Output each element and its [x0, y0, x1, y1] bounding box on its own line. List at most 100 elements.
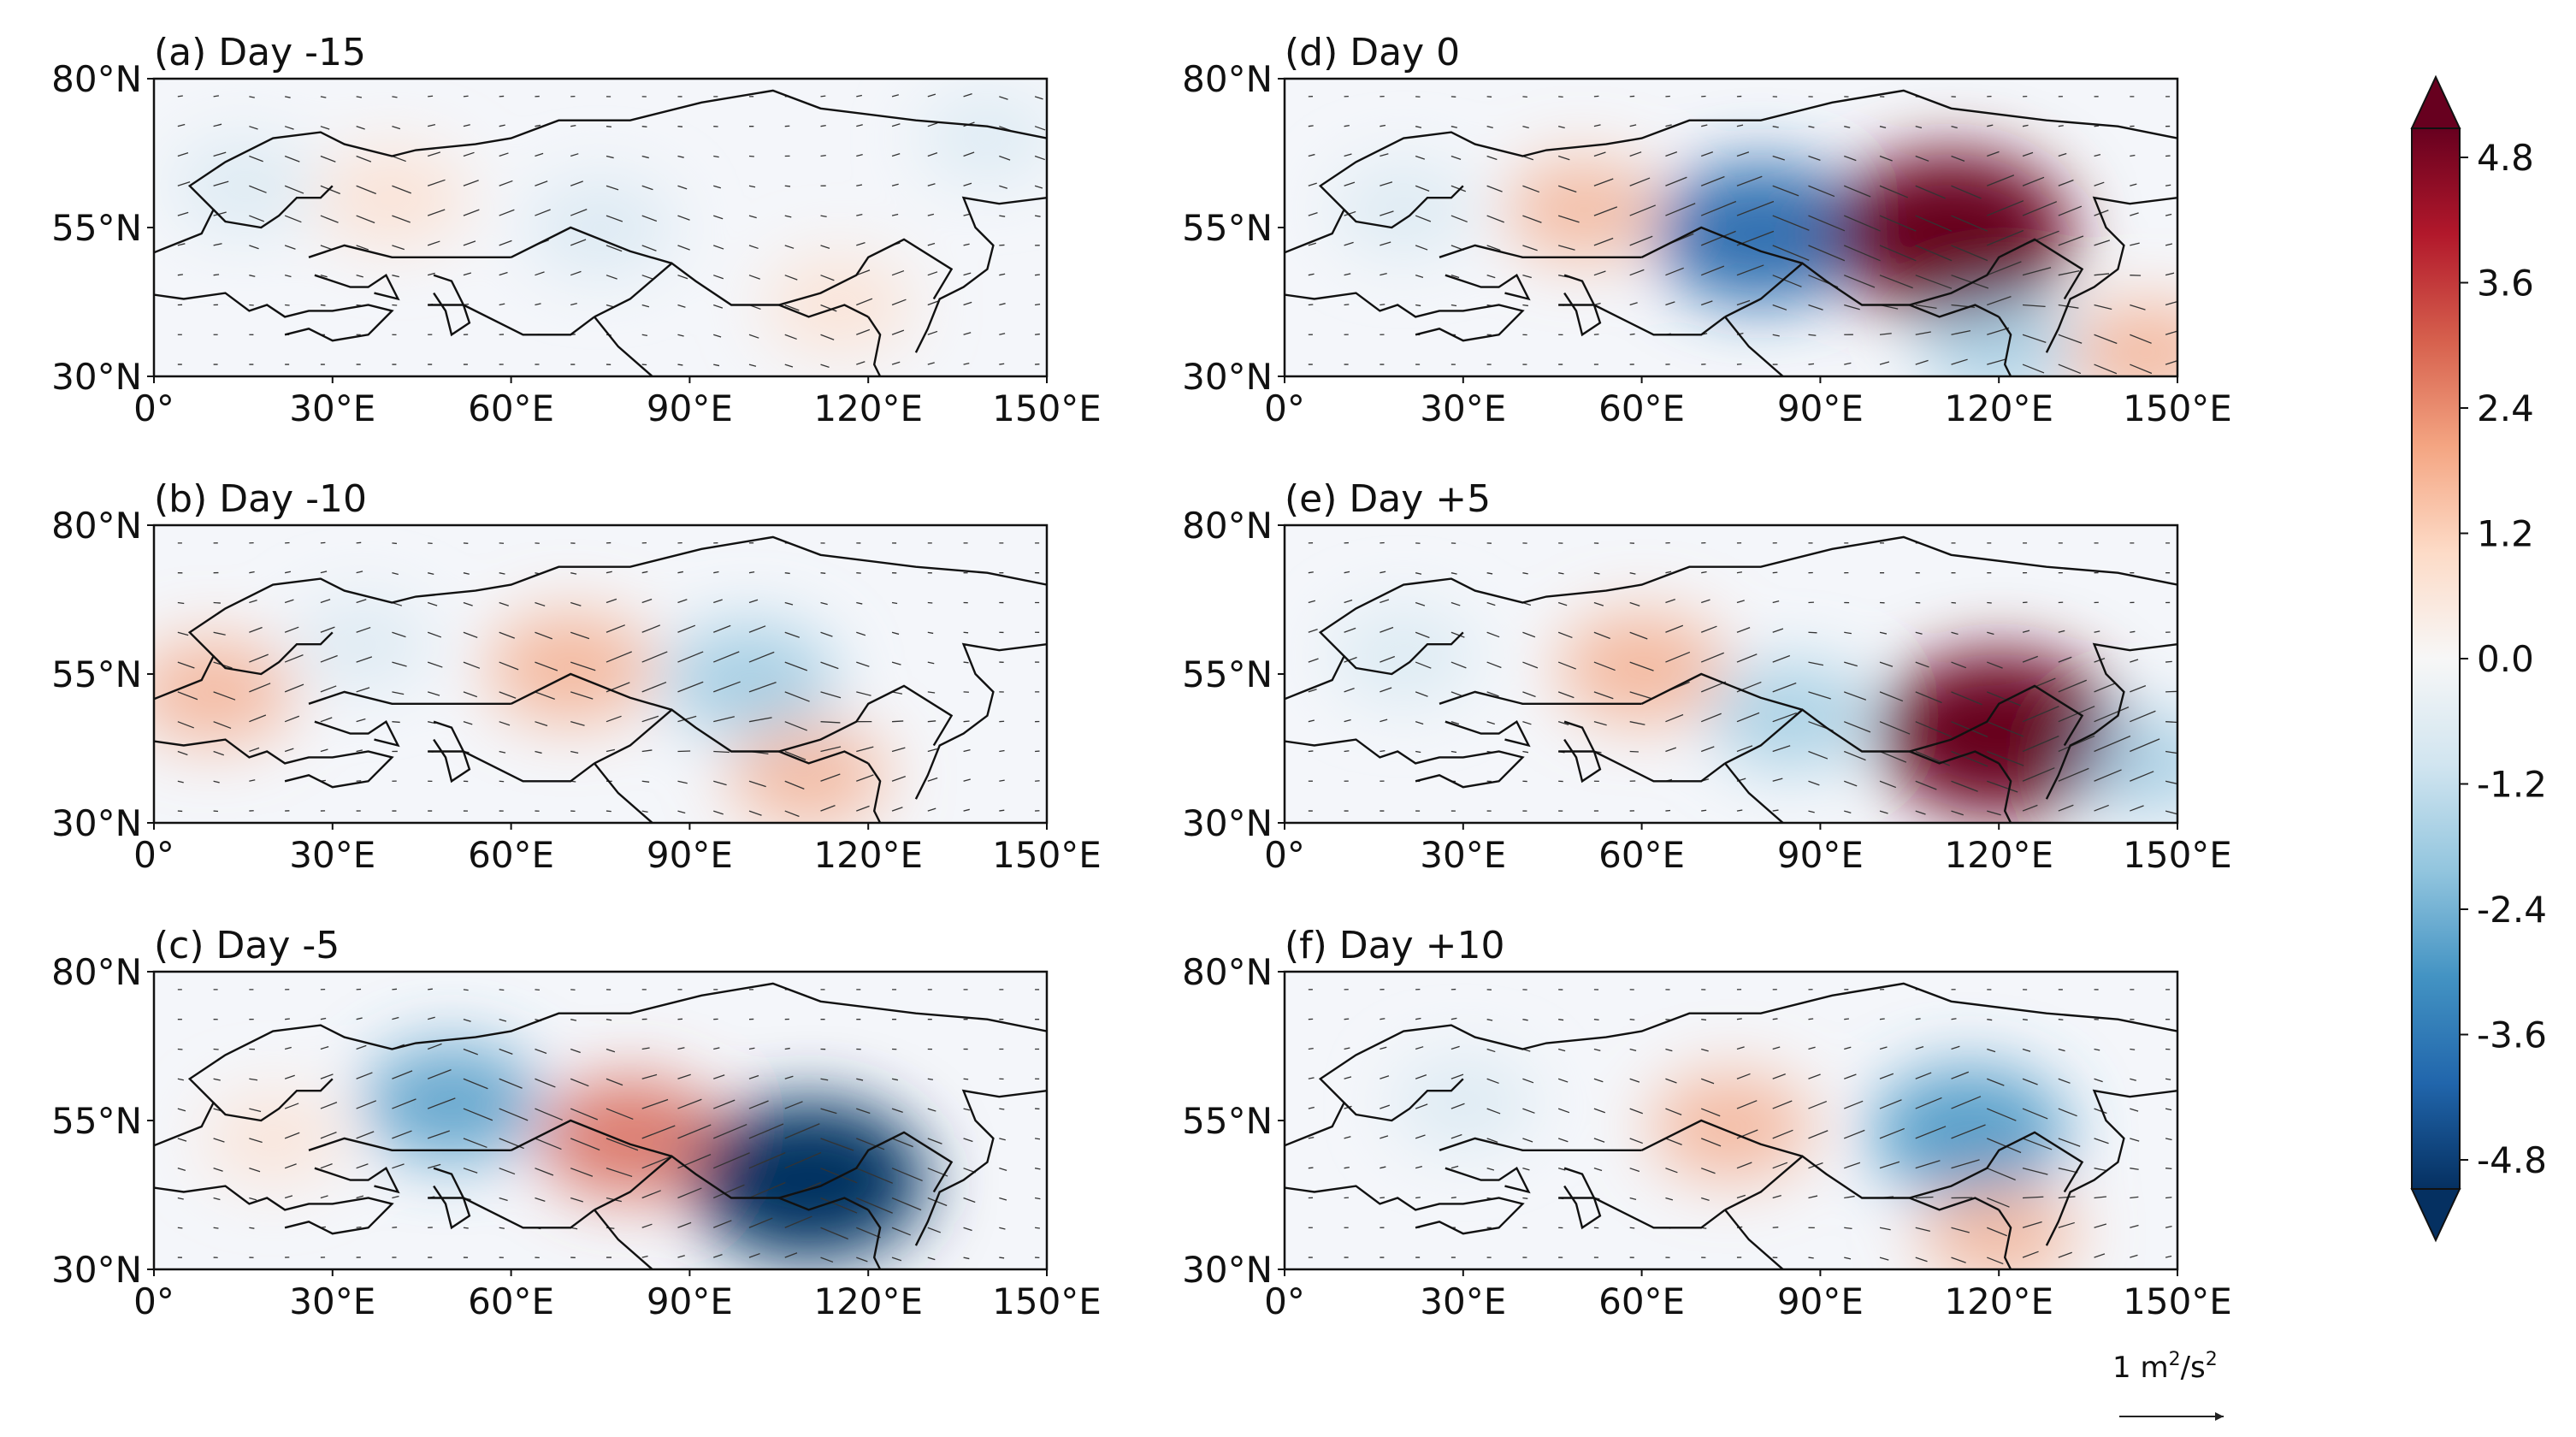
coastline [1724, 1131, 2084, 1211]
flux-vector [820, 746, 842, 753]
flux-vector [463, 1168, 478, 1174]
flux-vector [1951, 1257, 1966, 1263]
coastline [428, 1197, 595, 1229]
flux-vector [1450, 1103, 1465, 1109]
flux-vector [1736, 712, 1760, 723]
flux-vector [784, 691, 810, 702]
flux-vector [748, 245, 759, 250]
flux-vector [1951, 1096, 1982, 1109]
flux-vector [1486, 691, 1499, 697]
flux-vector [1380, 1166, 1386, 1169]
flux-vector [1915, 331, 1931, 335]
flux-vector [1593, 237, 1614, 246]
flux-vector [177, 1048, 183, 1050]
flux-vector [820, 124, 826, 127]
flux-vector [1736, 151, 1750, 157]
lon-tick-label: 120°E [1944, 1280, 2053, 1322]
reference-vector-unit: /s [2181, 1351, 2206, 1385]
flux-vector [1951, 631, 1959, 636]
flux-vector [1665, 1197, 1674, 1201]
flux-vector [535, 631, 552, 640]
flux-vector [177, 780, 184, 784]
flux-vector [1700, 265, 1725, 276]
flux-vector [1701, 571, 1707, 574]
flux-vector [856, 1168, 894, 1184]
flux-vector [1665, 1078, 1677, 1084]
flux-vector [2022, 706, 2059, 723]
flux-vector [356, 96, 363, 98]
flux-vector [463, 572, 470, 575]
flux-vector [1951, 245, 1988, 262]
flux-vector [1522, 750, 1529, 754]
flux-vector [1380, 241, 1391, 246]
flux-vector [1380, 749, 1385, 753]
flux-vector [1415, 572, 1422, 575]
flux-vector [1736, 175, 1763, 186]
flux-vector [1665, 747, 1677, 753]
coastline [433, 1167, 471, 1230]
flux-vector [249, 747, 260, 753]
flux-vector [2022, 364, 2045, 374]
flux-vector [1308, 658, 1319, 663]
flux-vector [856, 1227, 881, 1239]
flux-vector [1879, 1046, 1888, 1050]
flux-vector [356, 1100, 377, 1109]
flux-vector [963, 92, 972, 98]
flux-vector [1629, 721, 1645, 725]
flux-vector [1450, 661, 1467, 669]
flux-vector [2130, 1138, 2140, 1142]
flux-vector [1380, 273, 1387, 276]
flux-vector [963, 1227, 972, 1232]
flux-vector [213, 180, 229, 186]
flux-vector [213, 1078, 221, 1081]
flux-vector [1557, 721, 1569, 726]
coastline [1558, 750, 1726, 783]
flux-vector [748, 1123, 784, 1139]
flux-vector [927, 1257, 936, 1261]
flux-vector [1593, 1048, 1601, 1051]
flux-vector [677, 1221, 692, 1228]
flux-vector [2094, 181, 2105, 186]
flux-vector [1034, 96, 1043, 100]
anomaly-center [292, 598, 434, 691]
flux-vector [927, 93, 936, 98]
flux-vector [177, 750, 188, 756]
flux-vector [1915, 1126, 1947, 1139]
flux-vector [1843, 721, 1871, 733]
flux-vector [712, 1220, 732, 1228]
lon-tick-label: 30°E [289, 1280, 375, 1322]
flux-vector [1700, 652, 1724, 663]
flux-vector [1522, 1078, 1534, 1084]
flux-vector [713, 304, 724, 309]
flux-vector [2094, 630, 2100, 633]
flux-vector [1629, 1227, 1635, 1229]
coastline [1285, 535, 2177, 701]
flux-vector [213, 780, 220, 784]
flux-vector [1987, 1168, 2016, 1181]
flux-vector [1915, 1160, 1941, 1169]
flux-vector [177, 721, 194, 729]
flux-vector [1344, 241, 1354, 246]
flux-vector [1736, 1046, 1745, 1050]
flux-vector [499, 1197, 508, 1202]
flux-vector [1593, 270, 1606, 276]
flux-vector [1665, 203, 1696, 216]
flux-vector [1736, 653, 1758, 663]
flux-vector [1879, 1227, 1891, 1231]
flux-vector [1808, 810, 1815, 813]
flux-vector [463, 601, 473, 606]
colorbar-tick-label: -3.6 [2477, 1014, 2547, 1056]
flux-vector [1486, 1168, 1495, 1171]
flux-vector [320, 155, 336, 163]
flux-vector [1987, 1227, 2007, 1237]
anomaly-center [524, 178, 676, 277]
flux-vector [2058, 706, 2095, 723]
flux-vector [2130, 1078, 2136, 1081]
flux-vector [213, 123, 222, 127]
flux-vector [1951, 1124, 1986, 1139]
flux-vector [927, 720, 936, 723]
flux-vector [1665, 176, 1687, 186]
flux-vector [2130, 364, 2153, 375]
flux-vector [1593, 178, 1614, 186]
flux-vector [1415, 215, 1432, 222]
